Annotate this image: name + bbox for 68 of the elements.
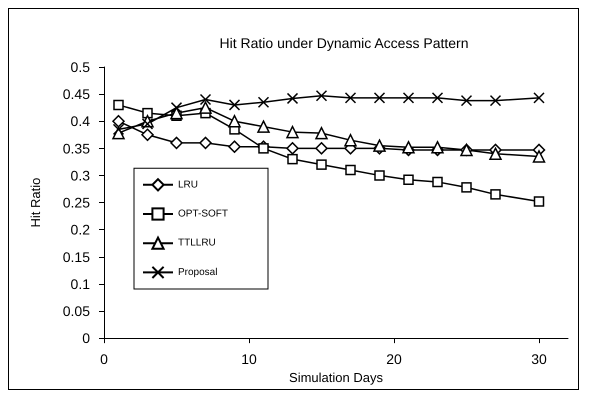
point — [534, 196, 544, 207]
legend-label: OPT-SOFT — [178, 208, 228, 220]
point — [142, 108, 153, 118]
x-tick-label: 20 — [386, 351, 402, 368]
point — [432, 92, 444, 104]
point — [142, 118, 154, 130]
x-tick-label: 30 — [531, 351, 547, 368]
y-tick-label: 0.1 — [70, 276, 90, 292]
point — [170, 106, 183, 120]
point — [490, 189, 501, 200]
point — [344, 92, 356, 104]
x-axis-title: Simulation Days — [289, 370, 384, 385]
y-tick-label: 0.15 — [62, 248, 90, 265]
point — [373, 139, 386, 152]
point — [374, 170, 385, 181]
point — [490, 94, 502, 106]
point — [431, 140, 444, 154]
y-tick-label: 0.3 — [70, 167, 90, 184]
y-tick-label: 0.25 — [62, 194, 90, 211]
point — [315, 126, 328, 140]
y-tick-label: 0.5 — [70, 59, 90, 75]
point — [402, 92, 414, 104]
point — [228, 114, 241, 128]
x-tick-label: 0 — [100, 351, 108, 368]
point — [403, 174, 414, 186]
point — [345, 164, 356, 176]
point — [315, 142, 328, 155]
y-tick-label: 0 — [82, 330, 90, 346]
y-tick-label: 0.45 — [62, 86, 90, 102]
point — [460, 94, 472, 106]
y-axis-title: Hit Ratio — [28, 178, 43, 228]
point — [286, 126, 299, 138]
point — [532, 150, 546, 163]
y-tick-label: 0.05 — [62, 302, 90, 319]
point — [228, 99, 240, 111]
point — [316, 159, 327, 170]
point — [287, 154, 298, 164]
point — [113, 100, 124, 110]
chart-title: Hit Ratio under Dynamic Access Pattern — [220, 35, 468, 51]
point — [286, 142, 299, 155]
point — [316, 90, 328, 102]
point — [170, 136, 183, 150]
legend-label: Proposal — [178, 266, 218, 278]
point — [286, 92, 298, 104]
point — [228, 140, 241, 153]
point — [199, 136, 212, 150]
point — [344, 134, 357, 146]
legend-label: TTLLRU — [178, 238, 216, 249]
point — [112, 114, 125, 128]
point — [489, 148, 502, 160]
point — [258, 143, 269, 154]
x-tick-label: 10 — [241, 351, 257, 368]
point — [112, 124, 124, 136]
legend-label: LRU — [178, 179, 198, 190]
point — [170, 102, 182, 114]
point — [141, 128, 154, 142]
point — [432, 176, 443, 188]
point — [461, 182, 472, 193]
point — [533, 92, 545, 104]
y-tick-label: 0.2 — [70, 222, 90, 238]
point — [374, 92, 386, 104]
y-tick-label: 0.4 — [70, 113, 90, 130]
y-tick-label: 0.35 — [62, 140, 90, 156]
point — [200, 94, 212, 106]
point — [258, 96, 270, 108]
point — [199, 101, 212, 114]
point — [402, 140, 415, 154]
point — [257, 120, 270, 133]
